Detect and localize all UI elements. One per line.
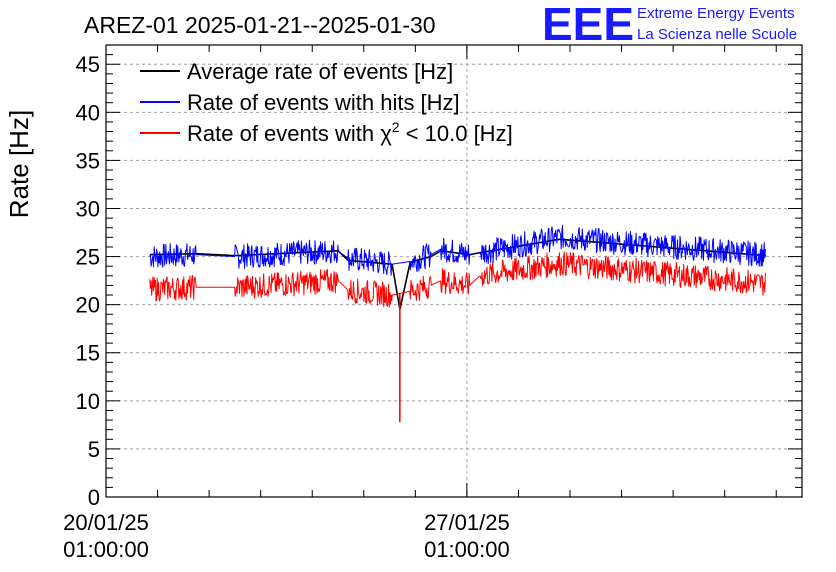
eee-logo-line2: La Scienza nelle Scuole	[637, 26, 797, 43]
legend: Average rate of events [Hz] Rate of even…	[140, 59, 513, 146]
series-line-2	[149, 251, 766, 423]
x-tick-label-time: 01:00:00	[424, 537, 510, 562]
y-tick-label: 30	[76, 196, 100, 221]
legend-label-chi2: Rate of events with χ2 < 10.0 [Hz]	[187, 119, 513, 146]
y-tick-label: 10	[76, 389, 100, 414]
y-tick-label: 45	[76, 52, 100, 77]
y-axis-label: Rate [Hz]	[4, 110, 34, 218]
y-tick-label: 0	[88, 485, 100, 510]
x-tick-label-date: 27/01/25	[424, 510, 510, 535]
eee-logo-mark: EEE	[542, 0, 634, 50]
y-tick-label: 25	[76, 245, 100, 270]
series-line-1	[149, 224, 766, 276]
series-group	[149, 224, 766, 423]
y-tick-label: 5	[88, 437, 100, 462]
y-tick-label: 35	[76, 148, 100, 173]
y-tick-label: 15	[76, 341, 100, 366]
eee-logo-line1: Extreme Energy Events	[637, 5, 795, 22]
legend-label-hits: Rate of events with hits [Hz]	[187, 90, 460, 115]
plot-frame	[105, 44, 803, 498]
x-tick-label-date: 20/01/25	[63, 510, 149, 535]
x-tick-label-time: 01:00:00	[63, 537, 149, 562]
chart-title: AREZ-01 2025-01-21--2025-01-30	[84, 12, 436, 38]
y-axis-ticks: 0 5 10 15 20 25 30 35 40 45	[76, 52, 802, 510]
eee-logo: EEE Extreme Energy Events La Scienza nel…	[542, 0, 797, 50]
y-tick-label: 40	[76, 100, 100, 125]
y-tick-label: 20	[76, 293, 100, 318]
legend-label-avg: Average rate of events [Hz]	[187, 59, 453, 84]
